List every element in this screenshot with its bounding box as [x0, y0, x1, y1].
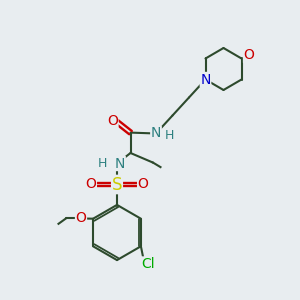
Text: N: N — [200, 73, 211, 86]
Text: Cl: Cl — [141, 257, 154, 271]
Text: O: O — [244, 49, 254, 62]
Text: O: O — [85, 178, 96, 191]
Text: O: O — [138, 178, 148, 191]
Text: O: O — [76, 211, 86, 225]
Text: O: O — [107, 114, 118, 128]
Text: S: S — [112, 176, 122, 194]
Text: N: N — [115, 157, 125, 170]
Text: N: N — [151, 127, 161, 140]
Text: H: H — [98, 157, 107, 170]
Text: H: H — [165, 129, 174, 142]
